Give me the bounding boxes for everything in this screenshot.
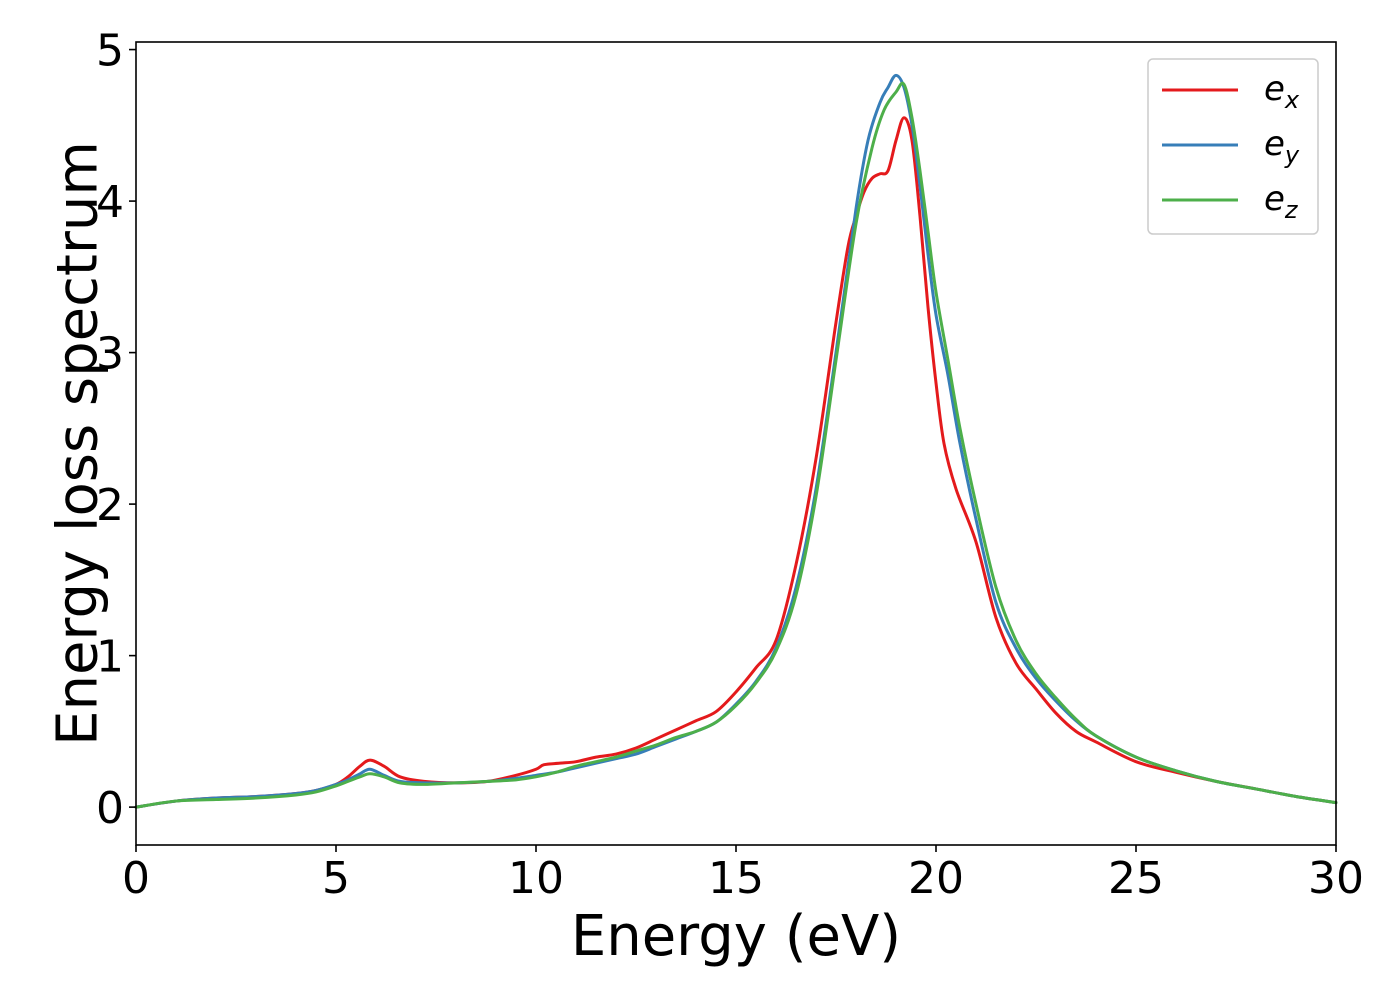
x-tick-label: 0 (122, 853, 150, 904)
y-axis-title: Energy loss spectrum (46, 141, 111, 746)
x-axis-title: Energy (eV) (571, 904, 901, 969)
axis-ticks-layer: 0 5 10 15 20 25 30 0 1 2 3 4 5 (96, 26, 1364, 904)
legend-label-z: ez (1264, 179, 1299, 224)
x-tick-label: 20 (908, 853, 964, 904)
x-tick-label: 25 (1108, 853, 1164, 904)
legend-label-y: ey (1264, 124, 1300, 169)
y-tick-label: 5 (96, 26, 124, 77)
y-tick-label: 4 (96, 177, 124, 228)
series-line-z (134, 81, 1338, 809)
x-tick-label: 30 (1308, 853, 1364, 904)
series-lines-layer (134, 73, 1338, 809)
y-tick-label: 2 (96, 480, 124, 531)
series-line-x (134, 116, 1338, 809)
legend-items: ex ey ez (1162, 69, 1300, 224)
y-tick-label: 3 (96, 329, 124, 380)
y-tick-label: 0 (96, 783, 124, 834)
legend-label-x: ex (1264, 69, 1300, 114)
legend: ex ey ez (1147, 58, 1319, 235)
x-tick-label: 15 (708, 853, 764, 904)
y-tick-label: 1 (96, 632, 124, 683)
x-tick-label: 5 (322, 853, 350, 904)
x-tick-label: 10 (508, 853, 564, 904)
series-line-y (134, 73, 1338, 809)
